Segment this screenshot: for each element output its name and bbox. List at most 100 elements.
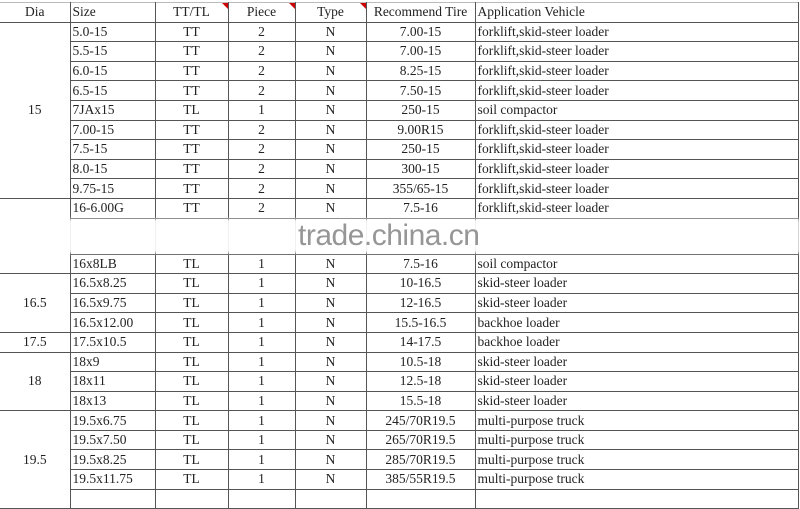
- type-cell: [294, 488, 367, 509]
- type-cell: N: [294, 119, 367, 141]
- type-cell: N: [294, 99, 367, 121]
- size-cell: 18x9: [69, 351, 156, 373]
- header-dia: Dia: [0, 2, 71, 23]
- table-row: 16-6.00G TT 2 N 7.5-16 forklift,skid-steer lo…: [0, 197, 799, 275]
- application-vehicle-cell: forklift,skid-steer loader: [474, 178, 799, 199]
- piece-cell: 1: [227, 390, 296, 412]
- size-cell: 7.00-15: [69, 119, 156, 141]
- tt-tl-cell: TT: [154, 119, 229, 141]
- piece-cell: 2: [227, 60, 296, 82]
- table-row: 18 18x9 TL 1 N 10.5-18 skid-steer loader: [0, 351, 799, 412]
- recommend-tire-cell: 285/70R19.5: [365, 449, 476, 471]
- size-cell: 5.0-15: [69, 21, 156, 43]
- application-vehicle-cell: soil compactor: [474, 99, 799, 121]
- tt-tl-cell: TT: [154, 80, 229, 101]
- application-vehicle-cell: skid-steer loader: [474, 371, 799, 392]
- watermark-logo: trade.china.cn: [298, 219, 480, 253]
- recommend-tire-cell: 15.5-18: [365, 390, 476, 412]
- piece-cell: 1: [227, 469, 296, 490]
- piece-cell: 2: [227, 139, 296, 160]
- type-cell: N: [294, 158, 367, 180]
- watermark-band: [0, 219, 800, 254]
- type-cell: N: [294, 469, 367, 490]
- piece-cell: 2: [227, 158, 296, 180]
- application-vehicle-cell: forklift,skid-steer loader: [474, 119, 799, 141]
- type-cell: N: [294, 139, 367, 160]
- header-row: Dia Size TT/TL Piece Type Recommend Tire…: [0, 2, 799, 23]
- header-application-vehicle: Application Vehicle: [474, 2, 799, 23]
- type-cell: N: [294, 292, 367, 314]
- application-vehicle-cell: backhoe loader: [474, 312, 799, 333]
- piece-cell: 1: [227, 312, 296, 333]
- piece-cell: 1: [227, 99, 296, 121]
- size-cell: 9.75-15: [69, 178, 156, 199]
- table-row: 16.5x12.00 TL 1 N 15.5-16.5 backhoe loader: [0, 312, 799, 333]
- application-vehicle-cell: forklift,skid-steer loader: [474, 41, 799, 62]
- piece-cell: 1: [227, 273, 296, 294]
- type-cell: N: [294, 60, 367, 82]
- table-row: 19.5x7.50 TL 1 N 265/70R19.5 multi-purpose tr…: [0, 429, 799, 451]
- table-row: 16.5 16.5x8.25 TL 1 N 10-16.5 skid-steer loade…: [0, 273, 799, 333]
- dia-cell: 18: [0, 351, 71, 412]
- type-cell: N: [294, 390, 367, 412]
- table-row: 5.5-15 TT 2 N 7.00-15 forklift,skid-steer loa…: [0, 41, 799, 62]
- recommend-tire-cell: [365, 488, 476, 509]
- tt-tl-cell: TL: [154, 371, 229, 392]
- tt-tl-cell: [154, 488, 229, 509]
- tt-tl-cell: TL: [154, 312, 229, 333]
- type-cell: N: [294, 429, 367, 451]
- size-cell: 16.5x12.00: [69, 312, 156, 333]
- piece-cell: 2: [227, 80, 296, 101]
- piece-cell: 2: [227, 41, 296, 62]
- tt-tl-cell: TL: [154, 99, 229, 121]
- table-row: 8.0-15 TT 2 N 300-15 forklift,skid-steer load…: [0, 158, 799, 180]
- recommend-tire-cell: 12.5-18: [365, 371, 476, 392]
- header-tt-tl: TT/TL: [154, 2, 229, 23]
- tt-tl-cell: TL: [154, 429, 229, 451]
- tt-tl-cell: TL: [154, 351, 229, 373]
- type-cell: N: [294, 253, 367, 275]
- size-cell: 19.5x6.75: [69, 410, 156, 431]
- size-cell: 8.0-15: [69, 158, 156, 180]
- application-vehicle-cell: skid-steer loader: [474, 273, 799, 294]
- piece-cell: 2: [227, 21, 296, 43]
- table-row: 6.5-15 TT 2 N 7.50-15 forklift,skid-steer loa…: [0, 80, 799, 101]
- recommend-tire-cell: 12-16.5: [365, 292, 476, 314]
- table-row: 18x11 TL 1 N 12.5-18 skid-steer loader: [0, 371, 799, 392]
- application-vehicle-cell: forklift,skid-steer loader: [474, 139, 799, 160]
- header-type: Type: [294, 2, 367, 23]
- recommend-tire-cell: 385/55R19.5: [365, 469, 476, 490]
- recommend-tire-cell: 265/70R19.5: [365, 429, 476, 451]
- type-cell: N: [294, 273, 367, 294]
- recommend-tire-cell: 14-17.5: [365, 331, 476, 353]
- recommend-tire-cell: 355/65-15: [365, 178, 476, 199]
- piece-cell: 2: [227, 197, 296, 219]
- type-cell: N: [294, 80, 367, 101]
- application-vehicle-cell: forklift,skid-steer loader: [474, 60, 799, 82]
- recommend-tire-cell: 7.00-15: [365, 21, 476, 43]
- table-row: 19.5 19.5x6.75 TL 1 N 245/70R19.5 multi-purpos…: [0, 410, 799, 509]
- type-cell: N: [294, 197, 367, 219]
- table-row: 7.00-15 TT 2 N 9.00R15 forklift,skid-steer lo…: [0, 119, 799, 141]
- application-vehicle-cell: multi-purpose truck: [474, 429, 799, 451]
- piece-cell: 1: [227, 371, 296, 392]
- size-cell: [69, 488, 156, 509]
- tt-tl-cell: TL: [154, 410, 229, 431]
- recommend-tire-cell: 9.00R15: [365, 119, 476, 141]
- type-cell: N: [294, 21, 367, 43]
- application-vehicle-cell: multi-purpose truck: [474, 469, 799, 490]
- application-vehicle-cell: forklift,skid-steer loader: [474, 158, 799, 180]
- recommend-tire-cell: 7.00-15: [365, 41, 476, 62]
- application-vehicle-cell: soil compactor: [474, 253, 799, 275]
- recommend-tire-cell: 8.25-15: [365, 60, 476, 82]
- application-vehicle-cell: forklift,skid-steer loader: [474, 80, 799, 101]
- header-piece: Piece: [227, 2, 296, 23]
- tt-tl-cell: TT: [154, 178, 229, 199]
- recommend-tire-cell: 7.5-16: [365, 197, 476, 219]
- tt-tl-cell: TT: [154, 41, 229, 62]
- table-row: 19.5x11.75 TL 1 N 385/55R19.5 multi-purpose t…: [0, 469, 799, 490]
- tt-tl-cell: TL: [154, 449, 229, 471]
- size-cell: 16-6.00G: [69, 197, 156, 219]
- tt-tl-cell: TT: [154, 139, 229, 160]
